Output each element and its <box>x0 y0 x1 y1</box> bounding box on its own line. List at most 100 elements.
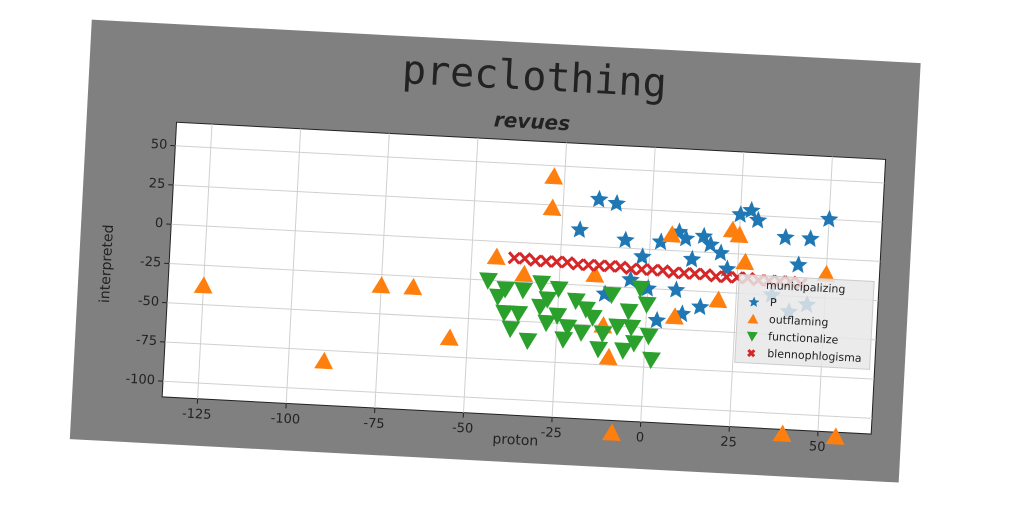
x-axis-label: proton <box>492 431 539 449</box>
point <box>583 309 603 327</box>
point <box>772 424 792 443</box>
point <box>748 210 768 229</box>
grid-line <box>462 138 479 413</box>
y-tick-label: -50 <box>137 294 159 310</box>
figure: preclothing revues proton interpreted -1… <box>69 19 921 483</box>
point <box>619 303 639 321</box>
legend: municipalizingPoutflamingfunctionalizebl… <box>734 273 875 370</box>
point <box>677 266 691 280</box>
point <box>501 320 521 339</box>
grid-line <box>374 133 390 409</box>
legend-label: outflaming <box>769 313 829 329</box>
point <box>789 255 808 274</box>
point <box>581 258 596 272</box>
point <box>709 269 723 284</box>
point <box>479 272 499 290</box>
point <box>590 189 609 208</box>
point <box>634 262 649 277</box>
point <box>439 328 459 346</box>
point <box>747 348 756 358</box>
x-tick-label: 0 <box>635 430 644 445</box>
point <box>664 307 684 325</box>
grid-line <box>728 151 745 427</box>
point <box>676 229 696 247</box>
point <box>746 331 758 342</box>
grid-line <box>197 124 213 399</box>
point <box>193 276 213 294</box>
point <box>608 318 628 336</box>
point <box>403 277 423 296</box>
grid-line <box>551 142 568 418</box>
point <box>656 263 670 278</box>
y-tick-label: 0 <box>155 216 164 231</box>
point <box>486 247 506 265</box>
x-tick-label: -75 <box>363 416 385 432</box>
point <box>602 286 622 305</box>
point <box>554 331 574 349</box>
point <box>708 290 728 309</box>
point <box>598 347 618 366</box>
point <box>509 305 529 323</box>
point <box>667 280 686 299</box>
point <box>729 225 749 244</box>
y-tick-label: -25 <box>140 254 162 270</box>
point <box>371 276 391 294</box>
point <box>688 267 702 281</box>
point <box>614 342 633 360</box>
point <box>747 313 759 324</box>
point <box>607 193 626 212</box>
point <box>514 281 534 300</box>
x-tick-label: 50 <box>809 439 826 455</box>
point <box>538 291 558 309</box>
point <box>572 324 592 342</box>
point <box>549 280 569 299</box>
point <box>601 423 621 441</box>
point <box>742 200 761 219</box>
point <box>507 251 521 265</box>
point <box>542 198 562 216</box>
point <box>537 314 557 333</box>
x-tick-label: -50 <box>452 421 474 437</box>
point <box>735 252 755 271</box>
grid-line <box>164 341 875 380</box>
point <box>550 255 564 269</box>
point <box>514 264 534 283</box>
legend-label: P <box>770 296 778 309</box>
point <box>603 259 617 273</box>
point <box>571 257 585 272</box>
point <box>539 254 553 268</box>
point <box>548 307 568 325</box>
point <box>691 297 710 316</box>
point <box>495 304 515 323</box>
point <box>558 318 578 337</box>
point <box>719 270 734 284</box>
y-tick-label: -75 <box>135 333 157 349</box>
point <box>748 296 760 307</box>
point <box>776 227 795 246</box>
point <box>645 263 659 277</box>
y-tick-label: 25 <box>148 176 165 192</box>
legend-box <box>734 273 875 370</box>
y-axis-label: interpreted <box>97 224 117 303</box>
point <box>637 296 657 314</box>
point <box>528 253 543 268</box>
x-tick-label: 25 <box>720 435 737 451</box>
point <box>701 235 720 253</box>
point <box>577 301 597 319</box>
grid-line <box>171 223 881 262</box>
grid-line <box>173 184 883 223</box>
point <box>593 325 613 343</box>
point <box>801 229 820 248</box>
point <box>570 220 590 239</box>
grid-line <box>175 145 885 184</box>
grid-line <box>285 128 302 404</box>
point <box>496 281 516 299</box>
grid-line <box>162 380 873 419</box>
point <box>647 310 667 329</box>
point <box>532 275 552 293</box>
point <box>711 243 731 262</box>
point <box>639 327 659 346</box>
point <box>631 280 651 298</box>
point <box>633 247 652 265</box>
